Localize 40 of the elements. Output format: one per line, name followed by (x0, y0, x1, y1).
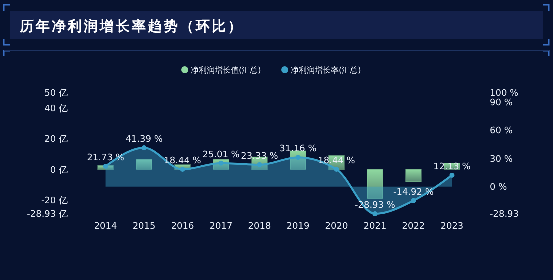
y2-tick-label: -28.93 (490, 210, 520, 220)
y2-tick-label: 100 % (490, 89, 520, 100)
x-tick-label: 2014 (94, 222, 118, 232)
data-label: 25.01 % (202, 150, 240, 160)
x-tick-label: 2015 (132, 222, 156, 232)
point (411, 198, 416, 204)
y-tick-label: -20 亿 (41, 195, 68, 206)
y-tick-label: -28.93 亿 (27, 209, 68, 220)
x-tick-label: 2020 (325, 222, 348, 232)
y2-tick-label: 60 % (490, 126, 514, 137)
bar (136, 159, 152, 170)
data-label: -28.93 % (355, 201, 396, 211)
data-label: 31.16 % (280, 144, 318, 155)
legend-label: 净利润增长值(汇总) (191, 66, 262, 75)
point (372, 212, 378, 216)
y-tick-label: 50 亿 (44, 88, 68, 100)
x-tick-label: 2016 (171, 222, 194, 232)
bar (367, 169, 384, 200)
y2-tick-label: 90 % (490, 98, 514, 109)
point (142, 146, 147, 151)
x-tick-label: 2023 (440, 222, 464, 232)
chart-title: 历年净利润增长率趋势（环比） (19, 18, 244, 35)
bar (406, 169, 422, 182)
x-tick-label: 2018 (248, 222, 272, 232)
x-tick-label: 2022 (402, 222, 426, 232)
y2-tick-label: 0 % (490, 183, 508, 193)
y-tick-label: 0 亿 (50, 164, 68, 176)
x-tick-label: 2021 (364, 222, 387, 232)
data-label: 41.39 % (126, 135, 164, 146)
x-tick-label: 2017 (210, 222, 233, 232)
legend-label: 净利润增长率(汇总) (291, 66, 362, 75)
y-tick-label: 40 亿 (44, 103, 68, 114)
data-label: 21.73 % (87, 153, 125, 164)
point (103, 164, 108, 169)
y-tick-label: 20 亿 (44, 134, 68, 146)
point (334, 167, 340, 172)
data-label: 23.33 % (241, 152, 279, 162)
point (450, 172, 455, 178)
x-tick-label: 2019 (286, 222, 310, 232)
y2-tick-label: 30 % (490, 154, 514, 165)
